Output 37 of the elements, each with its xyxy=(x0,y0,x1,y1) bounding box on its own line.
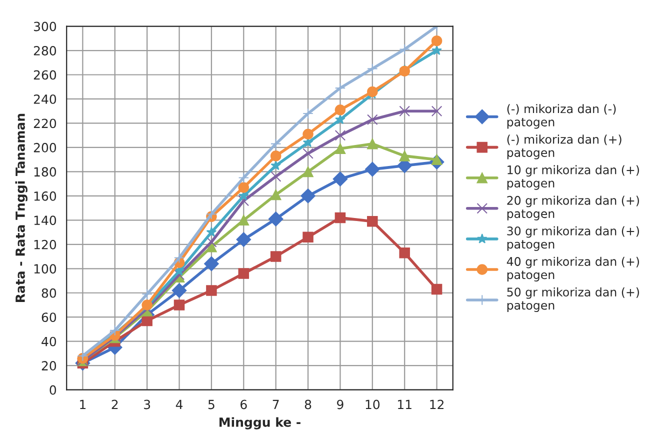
x-tick-label: 11 xyxy=(398,400,412,410)
y-tick-label: 20 xyxy=(42,361,56,371)
y-tick-label: 60 xyxy=(42,312,56,322)
legend-label: 50 gr mikoriza dan (+) patogen xyxy=(507,287,639,312)
y-tick-label: 280 xyxy=(34,46,56,56)
x-tick-label: 12 xyxy=(430,400,444,410)
x-tick-label: 8 xyxy=(304,400,312,410)
y-tick-label: 260 xyxy=(34,70,56,80)
legend-label: (-) mikoriza dan (-) patogen xyxy=(507,104,616,129)
legend-label: 30 gr mikoriza dan (+) patogen xyxy=(507,226,639,251)
y-tick-label: 200 xyxy=(34,142,56,152)
y-tick-label: 220 xyxy=(34,118,56,128)
legend-label: 20 gr mikoriza dan (+) patogen xyxy=(507,196,639,220)
y-tick-label: 300 xyxy=(34,22,56,32)
legend-label: 40 gr mikoriza dan (+) patogen xyxy=(506,256,639,282)
y-tick-label: 100 xyxy=(34,264,56,274)
x-axis-title: Minggu ke - xyxy=(220,417,300,430)
x-tick-label: 3 xyxy=(144,400,150,410)
legend-label: (-) mikoriza dan (+) patogen xyxy=(507,134,622,160)
x-tick-label: 2 xyxy=(112,400,118,410)
y-tick-label: 140 xyxy=(34,216,56,226)
x-tick-label: 9 xyxy=(337,400,344,410)
x-tick-label: 7 xyxy=(272,400,279,410)
x-tick-label: 6 xyxy=(240,400,247,410)
y-tick-label: 160 xyxy=(34,191,56,201)
x-tick-label: 10 xyxy=(366,400,380,410)
y-axis-title: Rata - Rata Tnggi Tanaman xyxy=(15,114,28,302)
y-tick-label: 0 xyxy=(50,385,56,395)
x-tick-label: 4 xyxy=(176,400,183,410)
y-tick-label: 240 xyxy=(34,94,56,104)
y-tick-label: 120 xyxy=(34,240,56,250)
x-tick-label: 1 xyxy=(80,400,86,410)
y-tick-label: 40 xyxy=(42,336,56,346)
y-tick-label: 180 xyxy=(34,167,56,177)
y-tick-label: 80 xyxy=(42,288,56,298)
x-tick-label: 5 xyxy=(208,400,214,410)
legend-label: 10 gr mikoriza dan (+) patogen xyxy=(507,165,639,190)
